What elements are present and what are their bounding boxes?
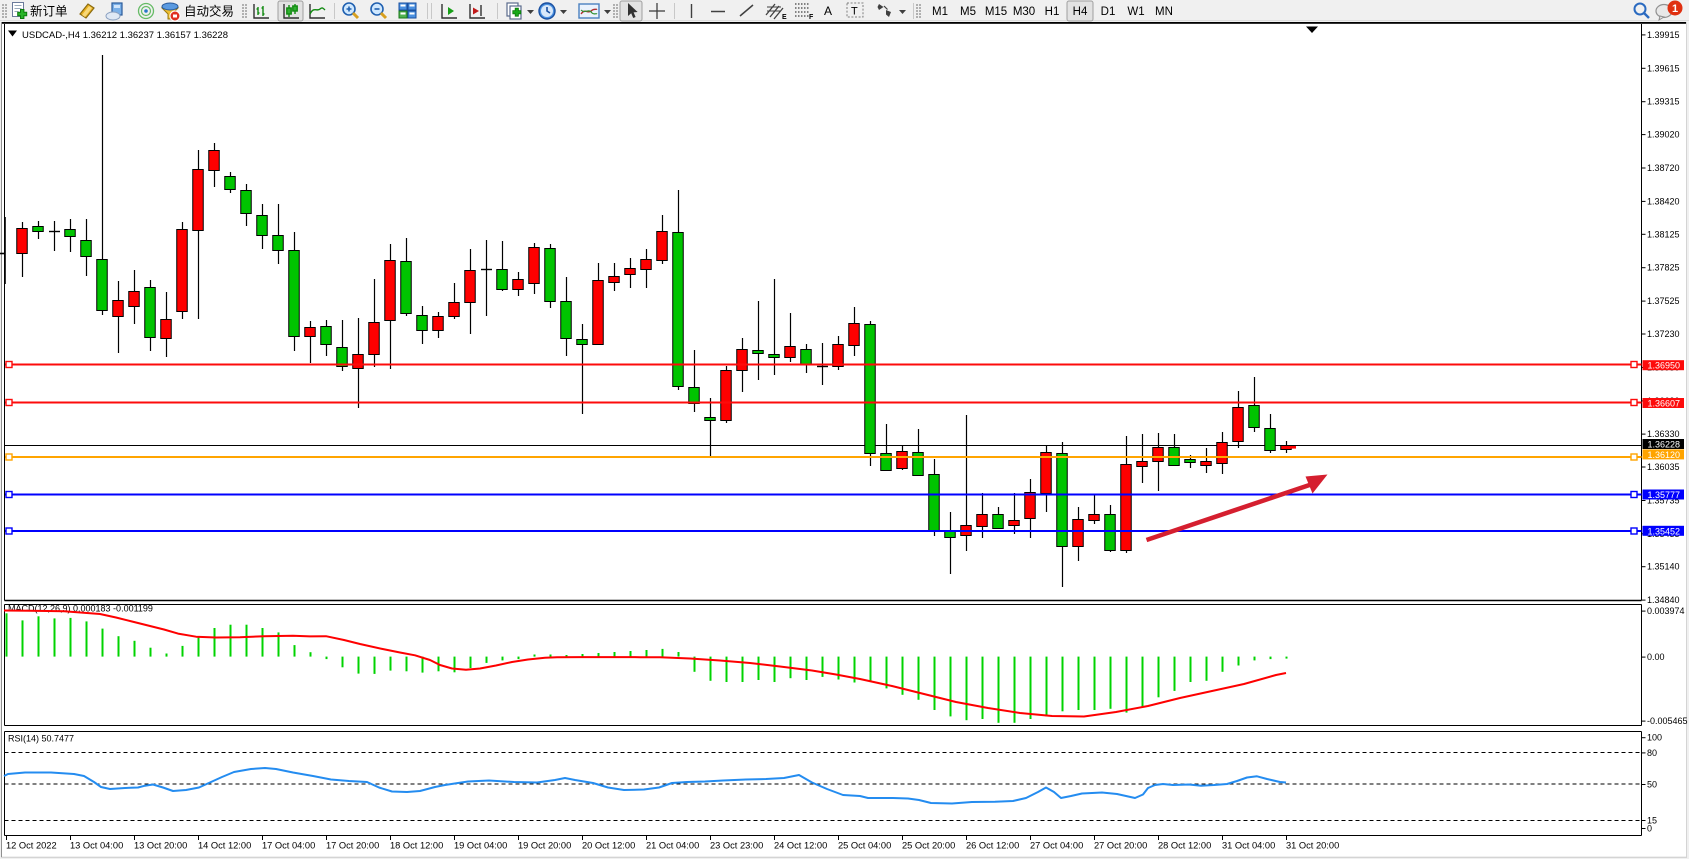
svg-text:-0.005465: -0.005465 — [1647, 716, 1688, 726]
svg-text:31 Oct 20:00: 31 Oct 20:00 — [1286, 841, 1339, 851]
svg-text:M15: M15 — [985, 6, 1007, 18]
svg-text:1.39615: 1.39615 — [1647, 63, 1680, 73]
svg-text:E: E — [782, 14, 787, 21]
svg-text:1.36035: 1.36035 — [1647, 462, 1680, 472]
svg-text:1.36330: 1.36330 — [1647, 429, 1680, 439]
svg-text:27 Oct 04:00: 27 Oct 04:00 — [1030, 841, 1083, 851]
svg-text:A: A — [824, 4, 832, 18]
svg-text:1.36607: 1.36607 — [1648, 399, 1681, 409]
svg-text:1.36120: 1.36120 — [1648, 450, 1681, 460]
svg-text:1.35777: 1.35777 — [1648, 490, 1681, 500]
svg-text:26 Oct 12:00: 26 Oct 12:00 — [966, 841, 1019, 851]
svg-text:H1: H1 — [1045, 6, 1060, 18]
svg-text:1.38420: 1.38420 — [1647, 196, 1680, 206]
svg-text:M1: M1 — [932, 6, 948, 18]
svg-text:31 Oct 04:00: 31 Oct 04:00 — [1222, 841, 1275, 851]
svg-text:27 Oct 20:00: 27 Oct 20:00 — [1094, 841, 1147, 851]
svg-text:17 Oct 20:00: 17 Oct 20:00 — [326, 841, 379, 851]
svg-text:T: T — [851, 6, 858, 18]
svg-text:新订单: 新订单 — [30, 4, 68, 19]
svg-text:H4: H4 — [1073, 6, 1088, 18]
svg-text:MACD(12,26,9) 0.000183 -0.0011: MACD(12,26,9) 0.000183 -0.001199 — [8, 604, 153, 614]
svg-text:1.37230: 1.37230 — [1647, 329, 1680, 339]
svg-text:USDCAD-,H4 1.36212 1.36237 1.: USDCAD-,H4 1.36212 1.36237 1.36157 1.362… — [22, 30, 228, 41]
svg-text:1.35140: 1.35140 — [1647, 562, 1680, 572]
svg-text:80: 80 — [1647, 748, 1657, 758]
svg-text:28 Oct 12:00: 28 Oct 12:00 — [1158, 841, 1211, 851]
svg-text:19 Oct 20:00: 19 Oct 20:00 — [518, 841, 571, 851]
svg-text:1.39315: 1.39315 — [1647, 97, 1680, 107]
svg-text:1.35735: 1.35735 — [1647, 496, 1680, 506]
svg-text:0.003974: 0.003974 — [1647, 606, 1685, 616]
svg-text:24 Oct 12:00: 24 Oct 12:00 — [774, 841, 827, 851]
svg-text:0: 0 — [1647, 824, 1652, 834]
svg-text:1.37525: 1.37525 — [1647, 296, 1680, 306]
svg-text:M30: M30 — [1013, 6, 1035, 18]
svg-text:1.36950: 1.36950 — [1648, 361, 1681, 371]
svg-text:M5: M5 — [960, 6, 976, 18]
svg-text:21 Oct 04:00: 21 Oct 04:00 — [646, 841, 699, 851]
svg-text:50: 50 — [1647, 780, 1657, 790]
svg-text:1.34840: 1.34840 — [1647, 595, 1680, 605]
svg-text:100: 100 — [1647, 733, 1662, 743]
svg-text:1.37825: 1.37825 — [1647, 263, 1680, 273]
svg-text:18 Oct 12:00: 18 Oct 12:00 — [390, 841, 443, 851]
svg-text:1.36228: 1.36228 — [1648, 440, 1681, 450]
svg-text:17 Oct 04:00: 17 Oct 04:00 — [262, 841, 315, 851]
svg-text:19 Oct 04:00: 19 Oct 04:00 — [454, 841, 507, 851]
svg-text:13 Oct 04:00: 13 Oct 04:00 — [70, 841, 123, 851]
svg-text:15: 15 — [1647, 816, 1657, 826]
svg-text:25 Oct 04:00: 25 Oct 04:00 — [838, 841, 891, 851]
svg-text:1: 1 — [1672, 3, 1678, 15]
svg-text:F: F — [809, 14, 814, 21]
svg-text:D1: D1 — [1101, 6, 1116, 18]
svg-text:25 Oct 20:00: 25 Oct 20:00 — [902, 841, 955, 851]
svg-text:1.35452: 1.35452 — [1648, 526, 1681, 536]
svg-text:1.39915: 1.39915 — [1647, 30, 1680, 40]
svg-text:1.38125: 1.38125 — [1647, 229, 1680, 239]
svg-text:12 Oct 2022: 12 Oct 2022 — [6, 841, 57, 851]
svg-text:0.00: 0.00 — [1647, 652, 1665, 662]
svg-text:RSI(14) 50.7477: RSI(14) 50.7477 — [8, 734, 74, 744]
svg-text:1.38720: 1.38720 — [1647, 163, 1680, 173]
svg-text:MN: MN — [1155, 6, 1173, 18]
svg-text:1.39020: 1.39020 — [1647, 130, 1680, 140]
svg-text:W1: W1 — [1127, 6, 1144, 18]
svg-text:自动交易: 自动交易 — [184, 4, 234, 19]
svg-text:13 Oct 20:00: 13 Oct 20:00 — [134, 841, 187, 851]
svg-text:23 Oct 23:00: 23 Oct 23:00 — [710, 841, 763, 851]
svg-text:20 Oct 12:00: 20 Oct 12:00 — [582, 841, 635, 851]
svg-text:14 Oct 12:00: 14 Oct 12:00 — [198, 841, 251, 851]
